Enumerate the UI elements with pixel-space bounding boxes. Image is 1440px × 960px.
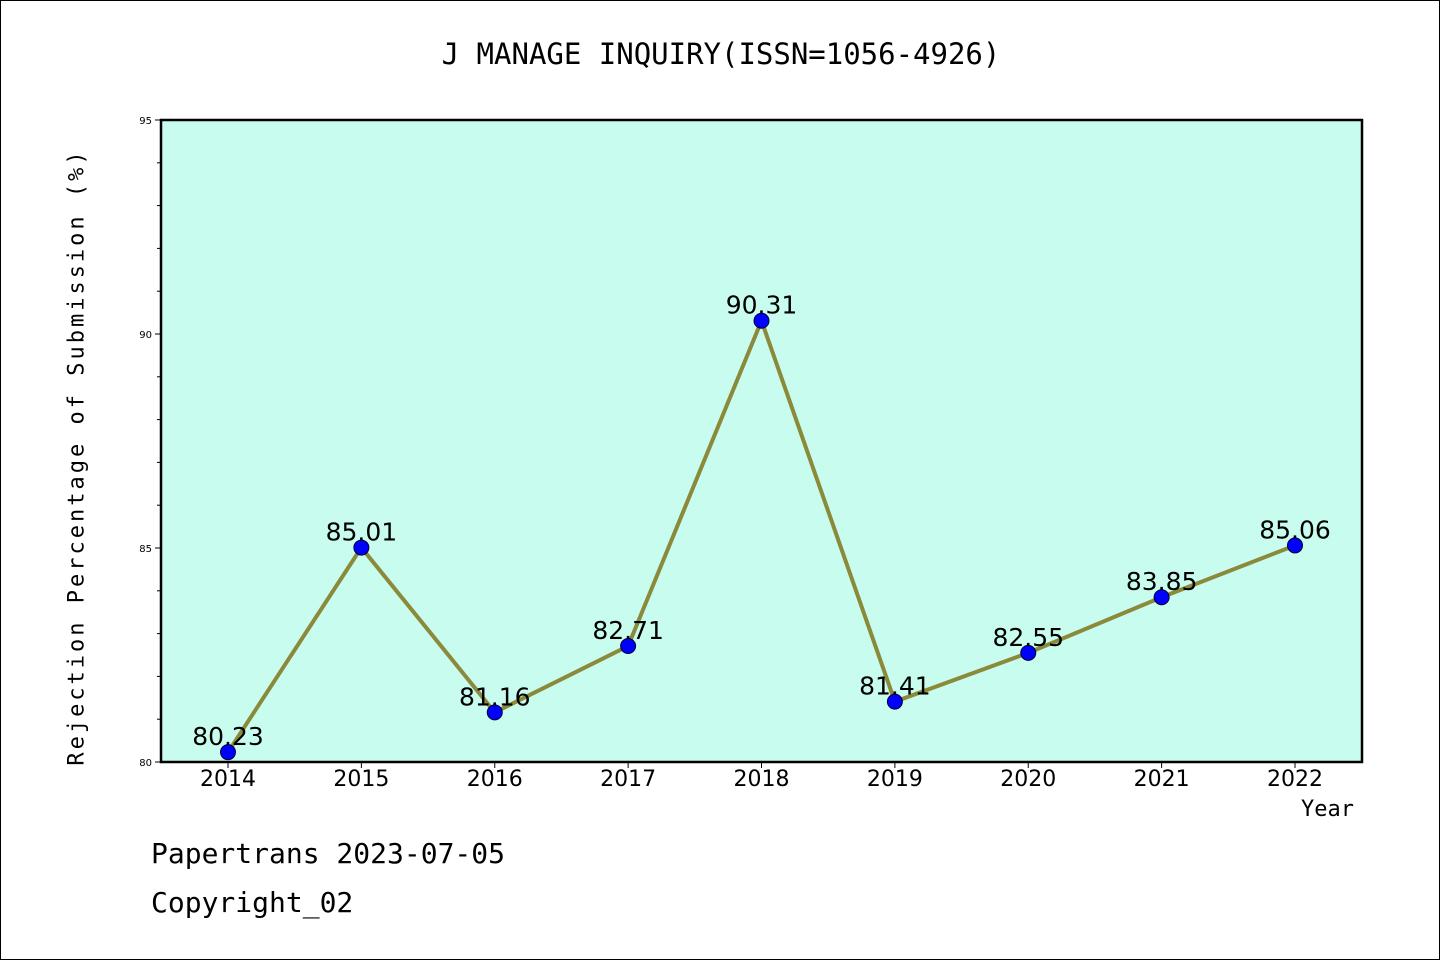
plot-frame — [159, 118, 1364, 764]
x-axis-label: Year — [1301, 797, 1354, 822]
data-point-marker — [753, 312, 770, 329]
y-tick-label: 80 — [139, 758, 152, 769]
data-point-marker — [486, 704, 503, 721]
footer-date-text: Papertrans 2023-07-05 — [151, 837, 506, 870]
x-tick-label: 2019 — [867, 767, 923, 792]
y-tick-label: 95 — [139, 116, 152, 127]
data-point-marker — [886, 693, 903, 710]
data-point-marker — [620, 638, 637, 655]
data-point-marker — [353, 539, 370, 556]
data-label: 81.16 — [459, 682, 531, 711]
x-tick-label: 2014 — [200, 767, 256, 792]
x-tick-label: 2022 — [1267, 767, 1323, 792]
y-tick-label: 85 — [139, 544, 152, 555]
data-point-marker — [1020, 644, 1037, 661]
data-label: 83.85 — [1126, 567, 1198, 596]
x-tick-label: 2016 — [467, 767, 523, 792]
data-point-marker — [1287, 537, 1303, 554]
data-label: 82.55 — [992, 623, 1064, 652]
data-label: 80.23 — [192, 722, 264, 751]
x-tick-label: 2021 — [1134, 767, 1190, 792]
x-tick-label: 2020 — [1000, 767, 1056, 792]
data-point-marker — [1153, 589, 1170, 606]
data-label: 85.06 — [1259, 515, 1331, 544]
data-label: 85.01 — [326, 518, 398, 547]
data-label: 82.71 — [592, 616, 664, 645]
x-tick-label: 2015 — [333, 767, 389, 792]
x-tick-label: 2017 — [600, 767, 656, 792]
y-tick-label: 90 — [139, 330, 152, 341]
x-tick-label: 2018 — [734, 767, 790, 792]
data-point-marker — [220, 744, 236, 761]
plot-area — [161, 120, 1362, 762]
data-label: 81.41 — [859, 672, 931, 701]
footer-copyright-text: Copyright_02 — [151, 886, 354, 919]
data-label: 90.31 — [726, 291, 798, 320]
chart-title: J MANAGE INQUIRY(ISSN=1056-4926) — [441, 37, 1001, 71]
